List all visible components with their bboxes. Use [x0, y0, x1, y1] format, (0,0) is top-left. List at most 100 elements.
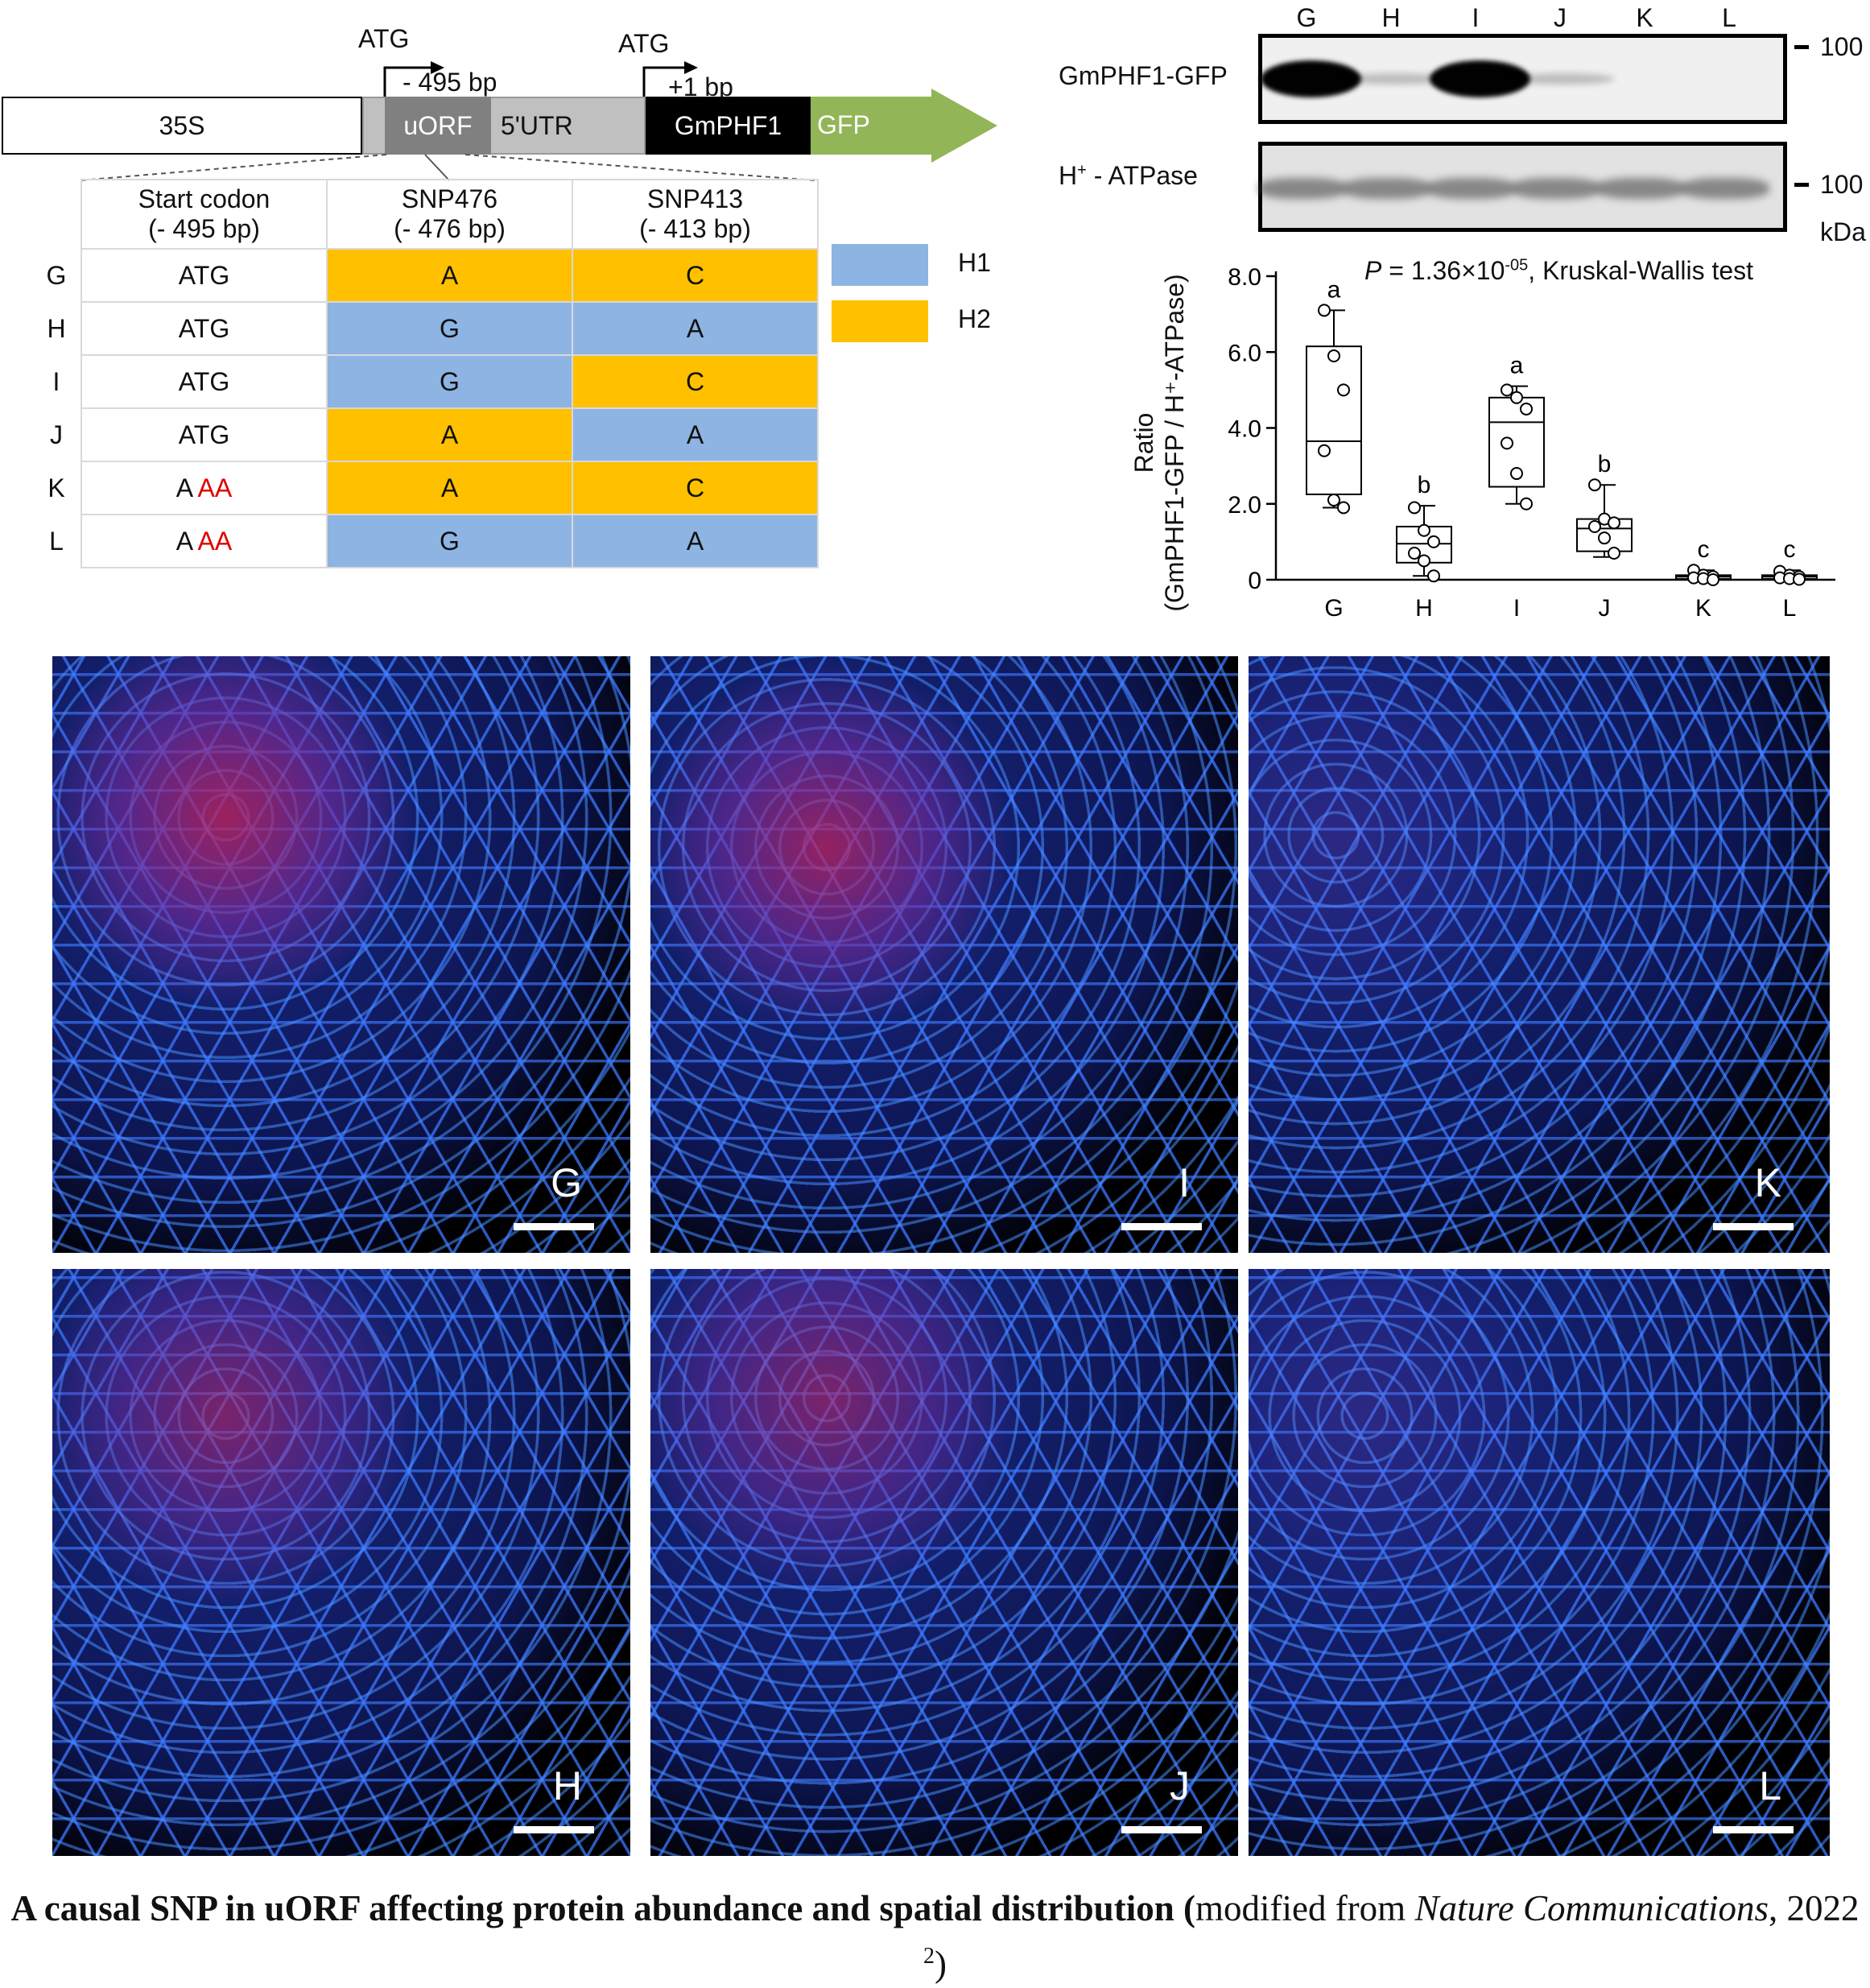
stat-text1: = 1.36×10 [1381, 256, 1505, 285]
data-point [1793, 572, 1806, 586]
uorf-label: uORF [403, 110, 473, 140]
codon-text: ATG [178, 313, 230, 343]
snp413-cell: A [572, 407, 819, 462]
box-plot: 8.0 6.0 4.0 2.0 0 a Gb Ha Ib Jc Kc L [1228, 264, 1835, 622]
significance-letter: b [1598, 451, 1612, 477]
data-point [1318, 304, 1331, 317]
row-label: G [46, 261, 67, 290]
lane-label: L [1722, 3, 1736, 32]
caption-text: modified from [1195, 1888, 1415, 1928]
header-line: SNP476 [401, 184, 498, 213]
marker2-label: 100 [1820, 170, 1864, 199]
snp476-cell: A [326, 407, 573, 462]
lane-label: G [1296, 3, 1317, 32]
promoter-label: 35S [159, 110, 205, 140]
atpase-band [1343, 178, 1431, 199]
codon-text: A [175, 473, 198, 502]
panel-label: G [551, 1160, 582, 1205]
data-point [1598, 531, 1611, 545]
blot-h-atpase [1258, 142, 1787, 232]
start-codon-cell: ATG [80, 248, 328, 303]
blot2-label-h: H [1059, 161, 1078, 190]
data-point [1608, 547, 1620, 560]
micrograph-panel: H [52, 1269, 630, 1856]
gfp-band [1261, 60, 1361, 97]
atpase-band [1427, 178, 1516, 199]
ylabel-line2: (GmPHF1-GFP / H⁺-ATPase) [1160, 274, 1189, 612]
snp413-cell: C [572, 248, 819, 303]
legend-h1-label: H1 [958, 248, 991, 277]
x-tick-label: J [1599, 595, 1611, 622]
atpase-band [1258, 178, 1347, 199]
table-row: A AA G A [80, 514, 819, 568]
micrograph-panel: J [650, 1269, 1238, 1856]
y-tick-label: 4.0 [1228, 416, 1261, 443]
gfp-label: GFP [817, 110, 870, 139]
data-point [1707, 573, 1719, 586]
scale-bar [514, 1223, 594, 1230]
atpase-band [1681, 178, 1769, 199]
zoom-lines [80, 154, 816, 181]
caption-bold: A causal SNP in uORF affecting protein a… [10, 1888, 1174, 1928]
caption-paren: ( [1174, 1888, 1195, 1928]
table-row: ATG G A [80, 301, 819, 356]
stat-text2: , Kruskal-Wallis test [1528, 256, 1754, 285]
utr-segment: 5'UTR [501, 97, 589, 155]
table-row: ATG G C [80, 354, 819, 409]
header-snp413: SNP413 (- 413 bp) [572, 179, 819, 250]
start-codon-cell: A AA [80, 514, 328, 568]
lane-label: K [1636, 3, 1653, 32]
data-point [1327, 494, 1340, 507]
uorf-segment: uORF [385, 97, 491, 155]
header-line: SNP413 [646, 184, 744, 213]
data-point [1337, 383, 1350, 397]
gfp-band [1514, 73, 1615, 85]
lane-label: H [1381, 3, 1401, 32]
caption-journal: Nature Communications [1414, 1888, 1769, 1928]
root-cross-section-image [650, 656, 1238, 1253]
data-point [1318, 444, 1331, 457]
gfp-band [1430, 60, 1530, 97]
blot2-label: H+ - ATPase [1059, 161, 1198, 191]
marker1-label: 100 [1820, 32, 1864, 61]
y-tick-label: 2.0 [1228, 492, 1261, 519]
box-body [1306, 345, 1362, 495]
data-point [1418, 523, 1430, 537]
data-point [1418, 554, 1430, 568]
blot1-label: GmPHF1-GFP [1059, 61, 1228, 90]
row-label: K [47, 473, 65, 502]
start-arrows [383, 61, 698, 97]
scale-bar [514, 1826, 594, 1833]
data-point [1520, 497, 1533, 510]
data-point [1608, 516, 1620, 530]
promoter-35s: 35S [2, 97, 362, 155]
lane-label: I [1472, 3, 1480, 32]
scale-bar [1713, 1826, 1794, 1833]
snp476-cell: G [326, 354, 573, 409]
codon-mutation: AA [197, 473, 233, 502]
panel-label: L [1759, 1763, 1781, 1808]
data-point [1588, 478, 1601, 492]
caption-paren-close: ) [935, 1944, 947, 1984]
x-tick-label: K [1695, 595, 1711, 622]
row-label: I [52, 367, 60, 396]
atpase-band [1512, 178, 1600, 199]
data-point [1408, 501, 1421, 515]
stat-p: P [1364, 256, 1382, 285]
root-cross-section-image [52, 1269, 630, 1856]
data-point [1510, 391, 1523, 404]
ylabel-line1: Ratio [1129, 412, 1158, 473]
stat-exponent: -05 [1505, 256, 1529, 275]
gfp-arrow [811, 89, 997, 163]
x-tick-label: I [1513, 595, 1520, 622]
micrograph-panel: I [650, 656, 1238, 1253]
y-tick-label: 0 [1248, 568, 1261, 594]
micrograph-panel: G [52, 656, 630, 1253]
start-codon-cell: ATG [80, 301, 328, 356]
table-row: ATG A C [80, 248, 819, 303]
snp413-cell: C [572, 461, 819, 515]
panel-label: K [1754, 1160, 1781, 1205]
atg1-position: - 495 bp [402, 68, 497, 97]
atg1-label: ATG [358, 24, 410, 53]
snp413-cell: A [572, 514, 819, 568]
